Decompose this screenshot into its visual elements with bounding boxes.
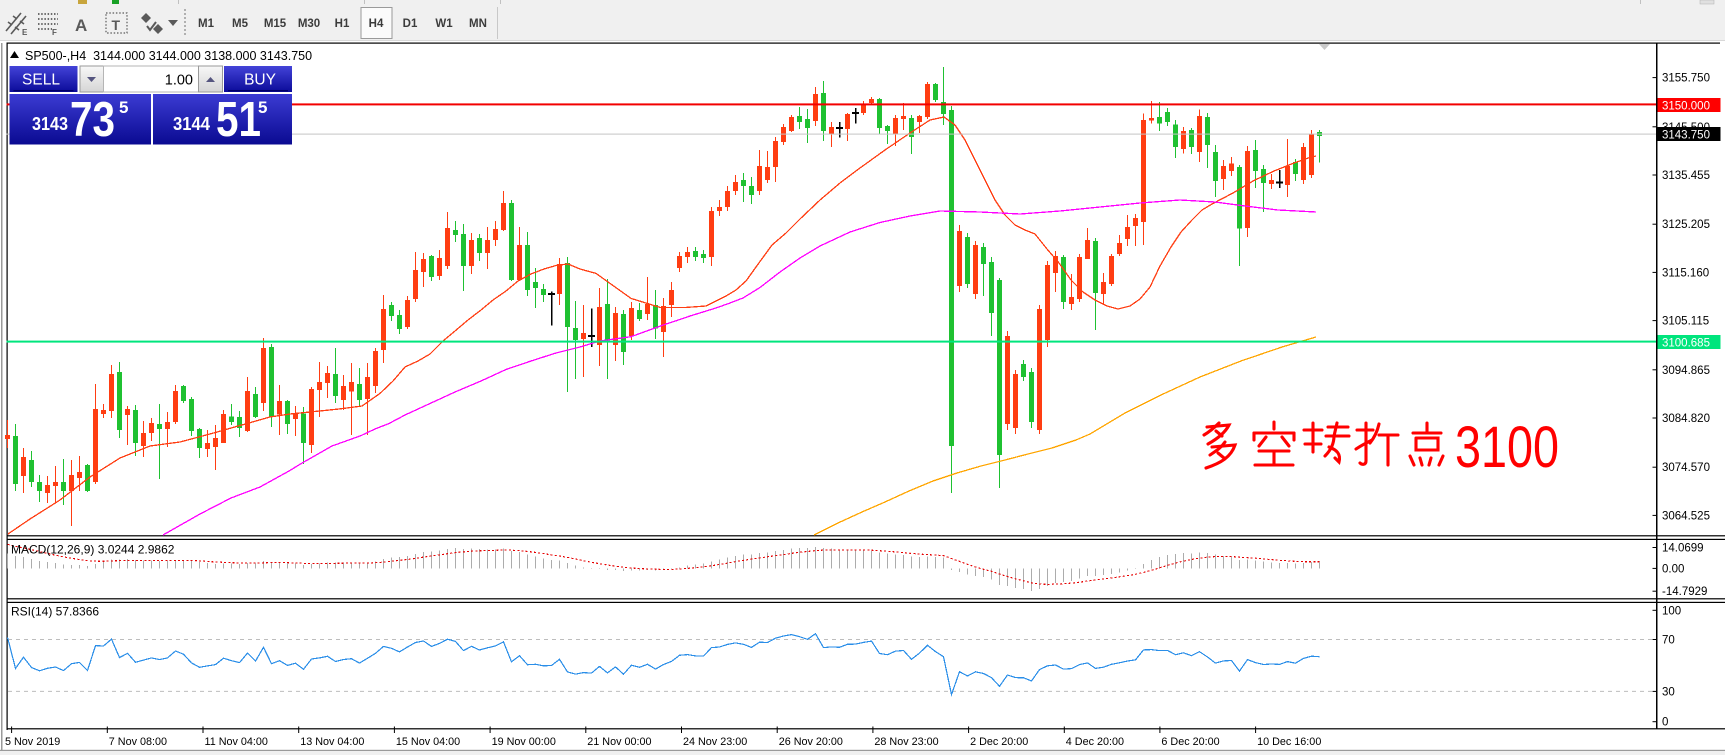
svg-text:F: F: [52, 28, 57, 37]
svg-text:3155.750: 3155.750: [1662, 73, 1710, 85]
svg-text:3143.750: 3143.750: [1662, 130, 1710, 142]
svg-text:19 Nov 00:00: 19 Nov 00:00: [492, 736, 556, 748]
svg-text:3150.000: 3150.000: [1662, 101, 1710, 113]
svg-text:3144: 3144: [173, 114, 210, 134]
svg-text:H1: H1: [335, 18, 350, 30]
svg-text:0: 0: [1662, 717, 1668, 729]
svg-text:M15: M15: [264, 18, 287, 30]
svg-text:3100: 3100: [1455, 415, 1559, 480]
svg-text:T: T: [112, 17, 121, 33]
svg-text:5: 5: [258, 98, 267, 117]
svg-text:M1: M1: [198, 18, 215, 30]
svg-text:E: E: [22, 28, 28, 37]
svg-text:3084.820: 3084.820: [1662, 413, 1710, 425]
svg-text:3143: 3143: [32, 114, 68, 134]
svg-text:M5: M5: [232, 18, 249, 30]
svg-text:3074.570: 3074.570: [1662, 462, 1710, 474]
svg-text:14.0699: 14.0699: [1662, 543, 1704, 555]
svg-text:1.00: 1.00: [165, 73, 193, 89]
svg-text:5 Nov 2019: 5 Nov 2019: [5, 736, 60, 748]
svg-text:30: 30: [1662, 686, 1675, 698]
svg-text:3100.685: 3100.685: [1662, 338, 1710, 350]
svg-text:3115.160: 3115.160: [1662, 267, 1709, 279]
svg-text:SELL: SELL: [22, 72, 60, 89]
svg-text:D1: D1: [403, 18, 418, 30]
svg-text:3094.865: 3094.865: [1662, 365, 1710, 377]
svg-text:MACD(12,26,9) 3.0244 2.9862: MACD(12,26,9) 3.0244 2.9862: [11, 543, 175, 557]
svg-text:MN: MN: [469, 18, 487, 30]
svg-text:7 Nov 08:00: 7 Nov 08:00: [109, 736, 167, 748]
svg-text:4 Dec 20:00: 4 Dec 20:00: [1066, 736, 1124, 748]
svg-text:M30: M30: [298, 18, 320, 30]
svg-text:0.00: 0.00: [1662, 563, 1684, 575]
svg-text:3135.455: 3135.455: [1662, 170, 1710, 182]
svg-text:10 Dec 16:00: 10 Dec 16:00: [1257, 736, 1321, 748]
svg-text:3105.115: 3105.115: [1662, 316, 1709, 328]
svg-text:51: 51: [216, 93, 261, 147]
svg-text:6 Dec 20:00: 6 Dec 20:00: [1161, 736, 1219, 748]
svg-text:A: A: [75, 16, 87, 35]
svg-text:3064.525: 3064.525: [1662, 510, 1710, 522]
svg-text:H4: H4: [369, 18, 384, 30]
svg-text:13 Nov 04:00: 13 Nov 04:00: [300, 736, 364, 748]
svg-text:70: 70: [1662, 635, 1675, 647]
svg-text:15 Nov 04:00: 15 Nov 04:00: [396, 736, 460, 748]
svg-text:100: 100: [1662, 605, 1681, 617]
svg-text:W1: W1: [435, 18, 453, 30]
svg-text:5: 5: [119, 98, 128, 117]
svg-text:11 Nov 04:00: 11 Nov 04:00: [205, 736, 268, 748]
svg-text:26 Nov 20:00: 26 Nov 20:00: [779, 736, 843, 748]
svg-text:3125.205: 3125.205: [1662, 219, 1710, 231]
svg-text:BUY: BUY: [244, 72, 276, 89]
svg-text:-14.7929: -14.7929: [1662, 586, 1707, 598]
svg-text:73: 73: [70, 93, 115, 147]
svg-text:2 Dec 20:00: 2 Dec 20:00: [970, 736, 1028, 748]
svg-text:28 Nov 23:00: 28 Nov 23:00: [874, 736, 938, 748]
svg-text:SP500-,H4 3144.000 3144.000 3: SP500-,H4 3144.000 3144.000 3138.000 314…: [25, 49, 312, 63]
svg-text:RSI(14) 57.8366: RSI(14) 57.8366: [11, 605, 99, 619]
svg-text:21 Nov 00:00: 21 Nov 00:00: [587, 736, 651, 748]
svg-text:24 Nov 23:00: 24 Nov 23:00: [683, 736, 747, 748]
